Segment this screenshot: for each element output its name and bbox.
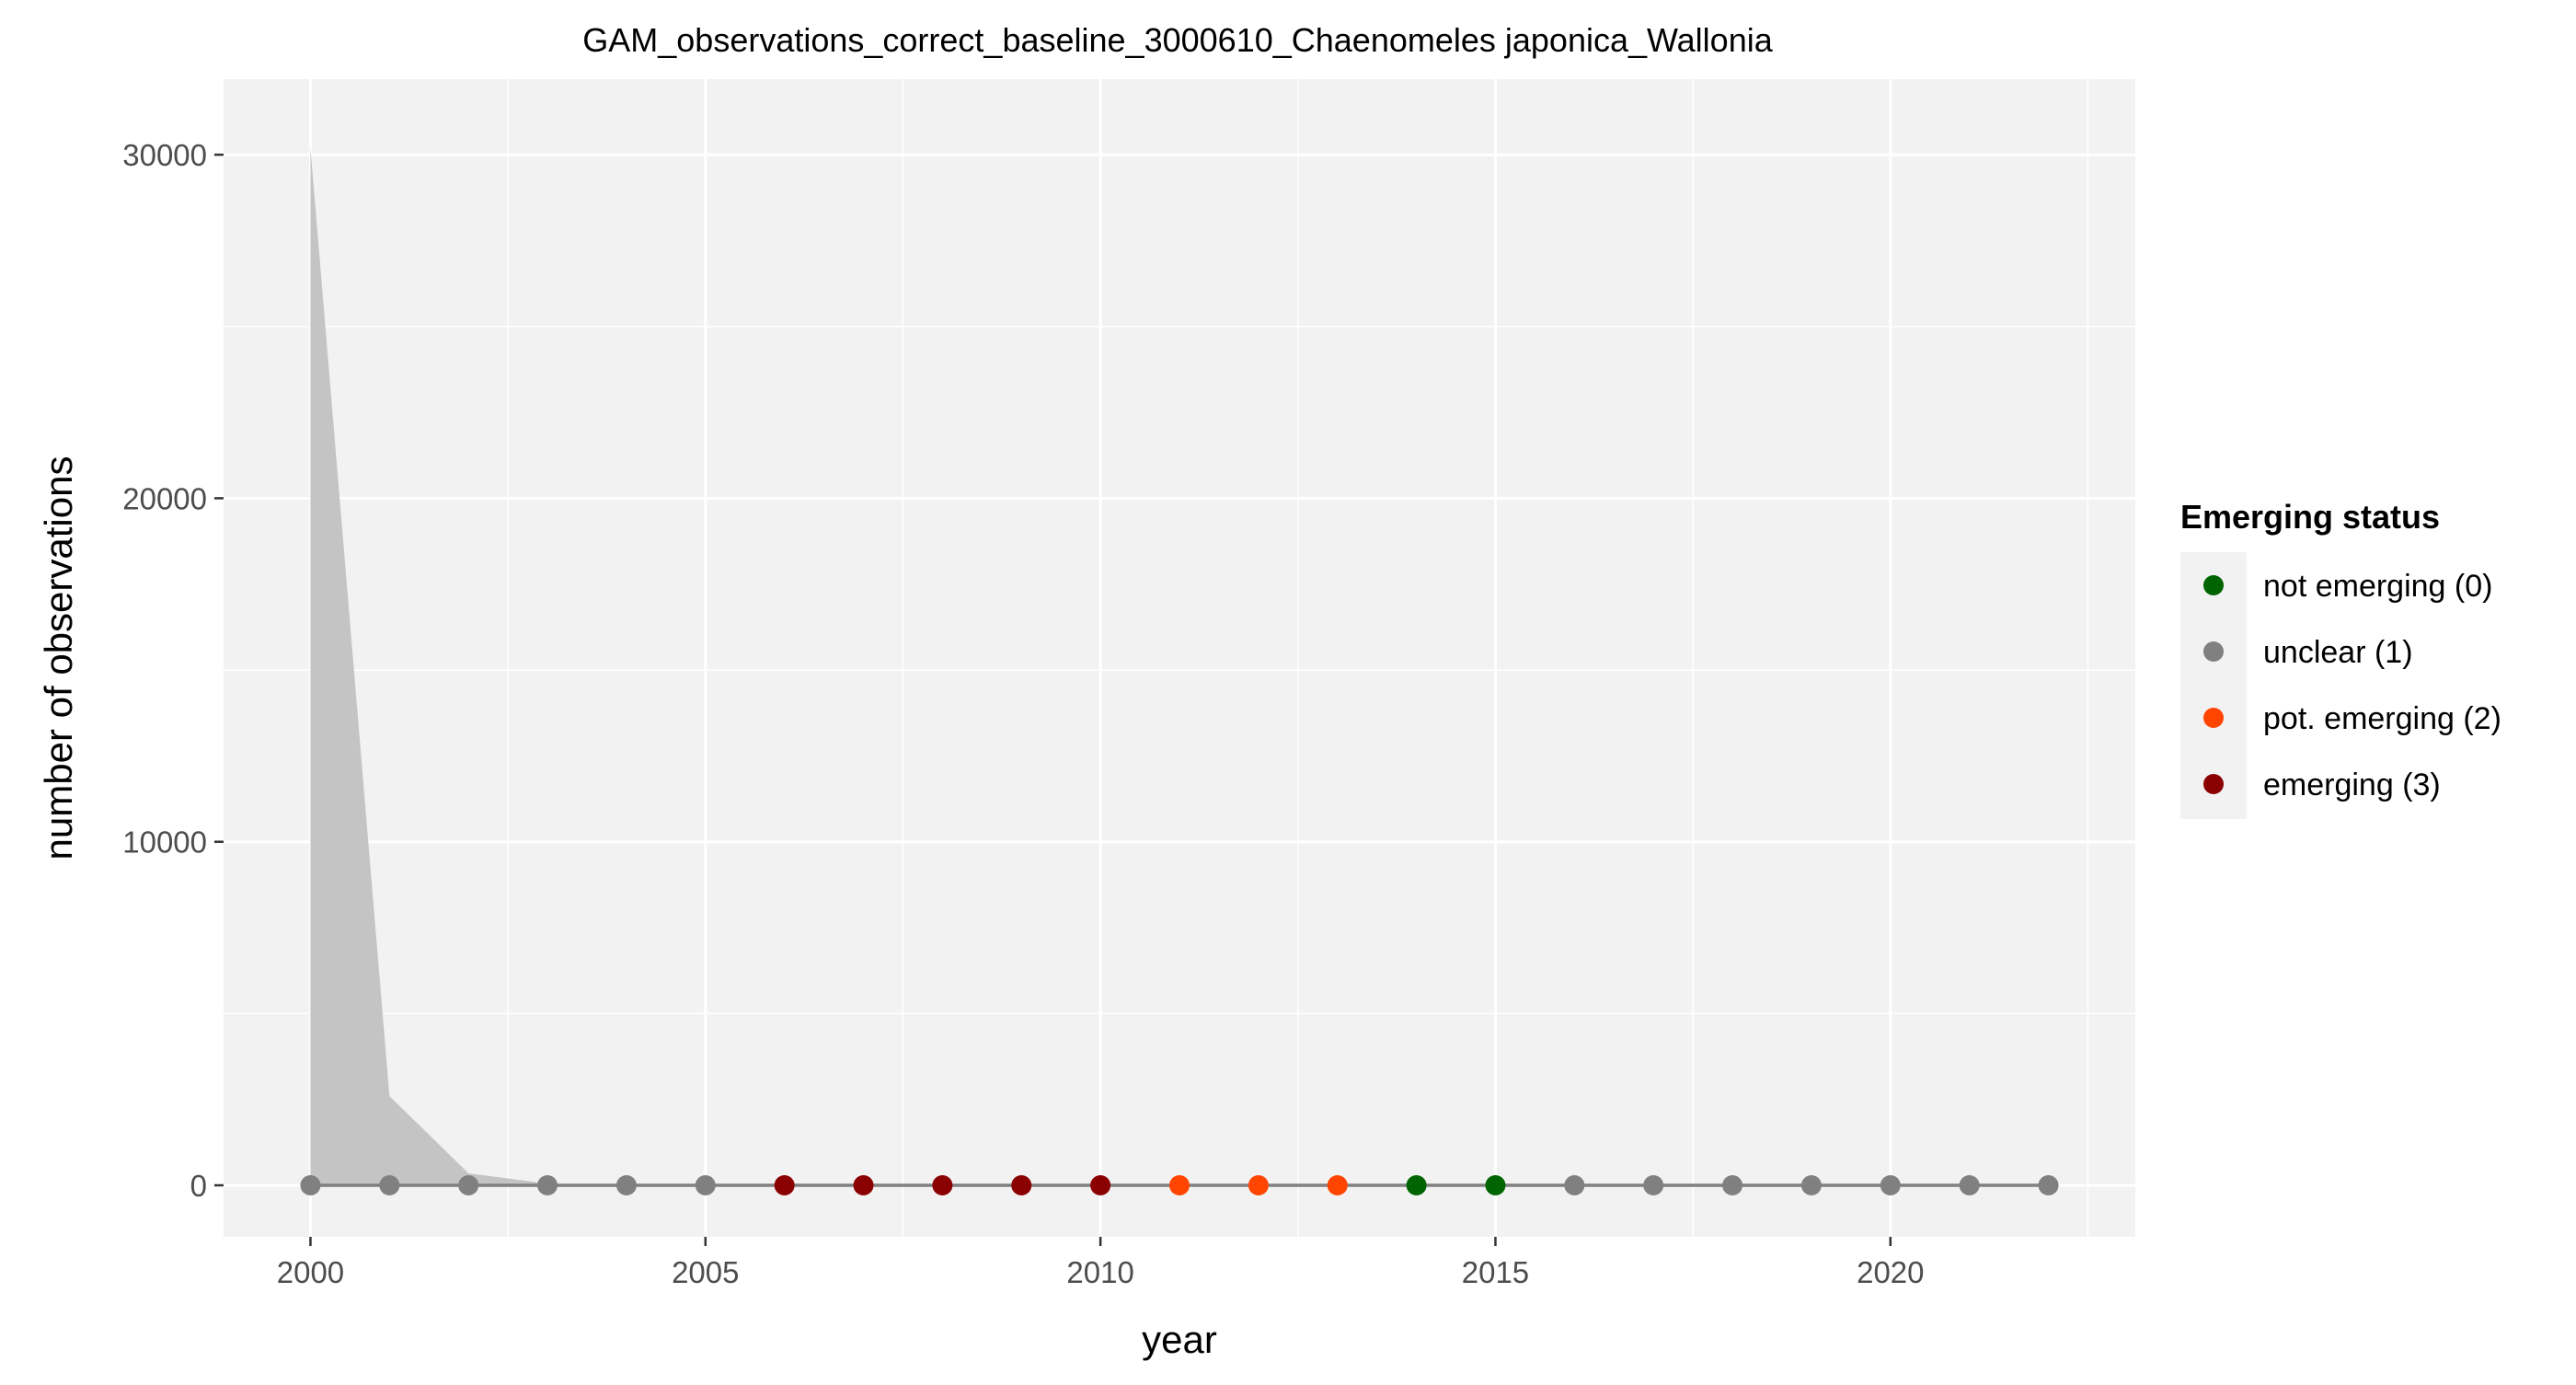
data-point xyxy=(1643,1175,1664,1196)
x-axis: 2000 2005 2010 2015 2020 xyxy=(277,1237,1925,1289)
legend-key xyxy=(2203,575,2224,595)
data-point xyxy=(1880,1175,1901,1196)
y-tick-label: 0 xyxy=(190,1169,207,1203)
x-tick-label: 2000 xyxy=(277,1255,344,1289)
legend-label: emerging (3) xyxy=(2263,768,2441,802)
legend-key xyxy=(2203,641,2224,662)
y-tick-label: 20000 xyxy=(122,481,207,515)
data-point xyxy=(774,1175,795,1196)
data-point xyxy=(300,1175,321,1196)
plot-panel xyxy=(224,79,2135,1237)
y-tick-label: 10000 xyxy=(122,825,207,860)
grid-minor xyxy=(224,79,2135,1237)
x-tick-label: 2015 xyxy=(1462,1255,1529,1289)
data-point xyxy=(695,1175,716,1196)
data-point xyxy=(1959,1175,1980,1196)
legend-entries: not emerging (0) unclear (1) pot. emerging… xyxy=(2203,569,2501,802)
y-axis: 0 10000 20000 30000 xyxy=(122,138,224,1203)
points-layer xyxy=(300,1175,2059,1196)
data-point xyxy=(1406,1175,1427,1196)
legend-key xyxy=(2203,774,2224,794)
x-tick-label: 2010 xyxy=(1066,1255,1133,1289)
chart-title: GAM_observations_correct_baseline_300061… xyxy=(582,21,1773,59)
y-tick-label: 30000 xyxy=(122,138,207,172)
legend-label: not emerging (0) xyxy=(2263,569,2492,604)
data-point xyxy=(458,1175,479,1196)
data-point xyxy=(1800,1175,1822,1196)
data-point xyxy=(1248,1175,1269,1196)
x-tick-label: 2005 xyxy=(672,1255,739,1289)
data-point xyxy=(1011,1175,1032,1196)
legend: Emerging status not emerging (0) unclear … xyxy=(2180,498,2501,819)
y-axis-label: number of observations xyxy=(37,456,80,860)
legend-label: pot. emerging (2) xyxy=(2263,701,2501,736)
data-point xyxy=(932,1175,953,1196)
data-point xyxy=(379,1175,400,1196)
data-point xyxy=(2038,1175,2059,1196)
data-point xyxy=(615,1175,637,1196)
data-point xyxy=(1327,1175,1348,1196)
data-point xyxy=(1485,1175,1506,1196)
data-point xyxy=(1090,1175,1111,1196)
data-point xyxy=(537,1175,558,1196)
x-tick-label: 2020 xyxy=(1857,1255,1924,1289)
x-axis-label: year xyxy=(1142,1318,1217,1361)
data-point xyxy=(1169,1175,1190,1196)
legend-key xyxy=(2203,708,2224,728)
data-point xyxy=(1722,1175,1743,1196)
legend-label: unclear (1) xyxy=(2263,635,2413,670)
legend-title: Emerging status xyxy=(2180,498,2440,536)
data-point xyxy=(853,1175,874,1196)
data-point xyxy=(1564,1175,1585,1196)
